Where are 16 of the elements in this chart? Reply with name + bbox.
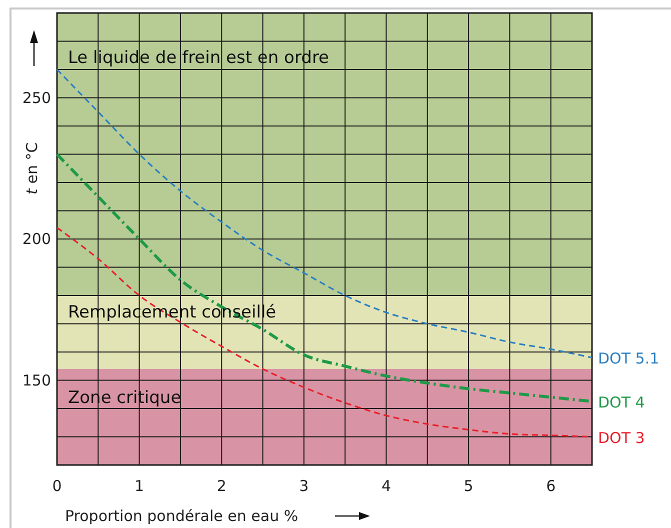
x-tick-label: 5 — [464, 477, 474, 495]
series-label: DOT 4 — [598, 393, 645, 412]
y-axis-title: t en °C — [23, 142, 41, 194]
x-tick-label: 1 — [134, 477, 144, 495]
x-tick-label: 6 — [546, 477, 556, 495]
line-series — [56, 68, 593, 358]
series-label: DOT 5.1 — [598, 350, 660, 368]
x-tick-label: 4 — [381, 477, 392, 495]
y-tick-label: 250 — [22, 88, 51, 107]
series-label: DOT 3 — [598, 428, 645, 447]
y-tick-label: 200 — [22, 230, 51, 248]
x-tick-label: 2 — [216, 477, 226, 495]
x-tick-label: 0 — [52, 477, 62, 495]
x-axis-title: Proportion pondérale en eau % — [65, 507, 298, 525]
y-tick-label: 150 — [22, 371, 51, 390]
x-tick-label: 3 — [299, 477, 309, 495]
